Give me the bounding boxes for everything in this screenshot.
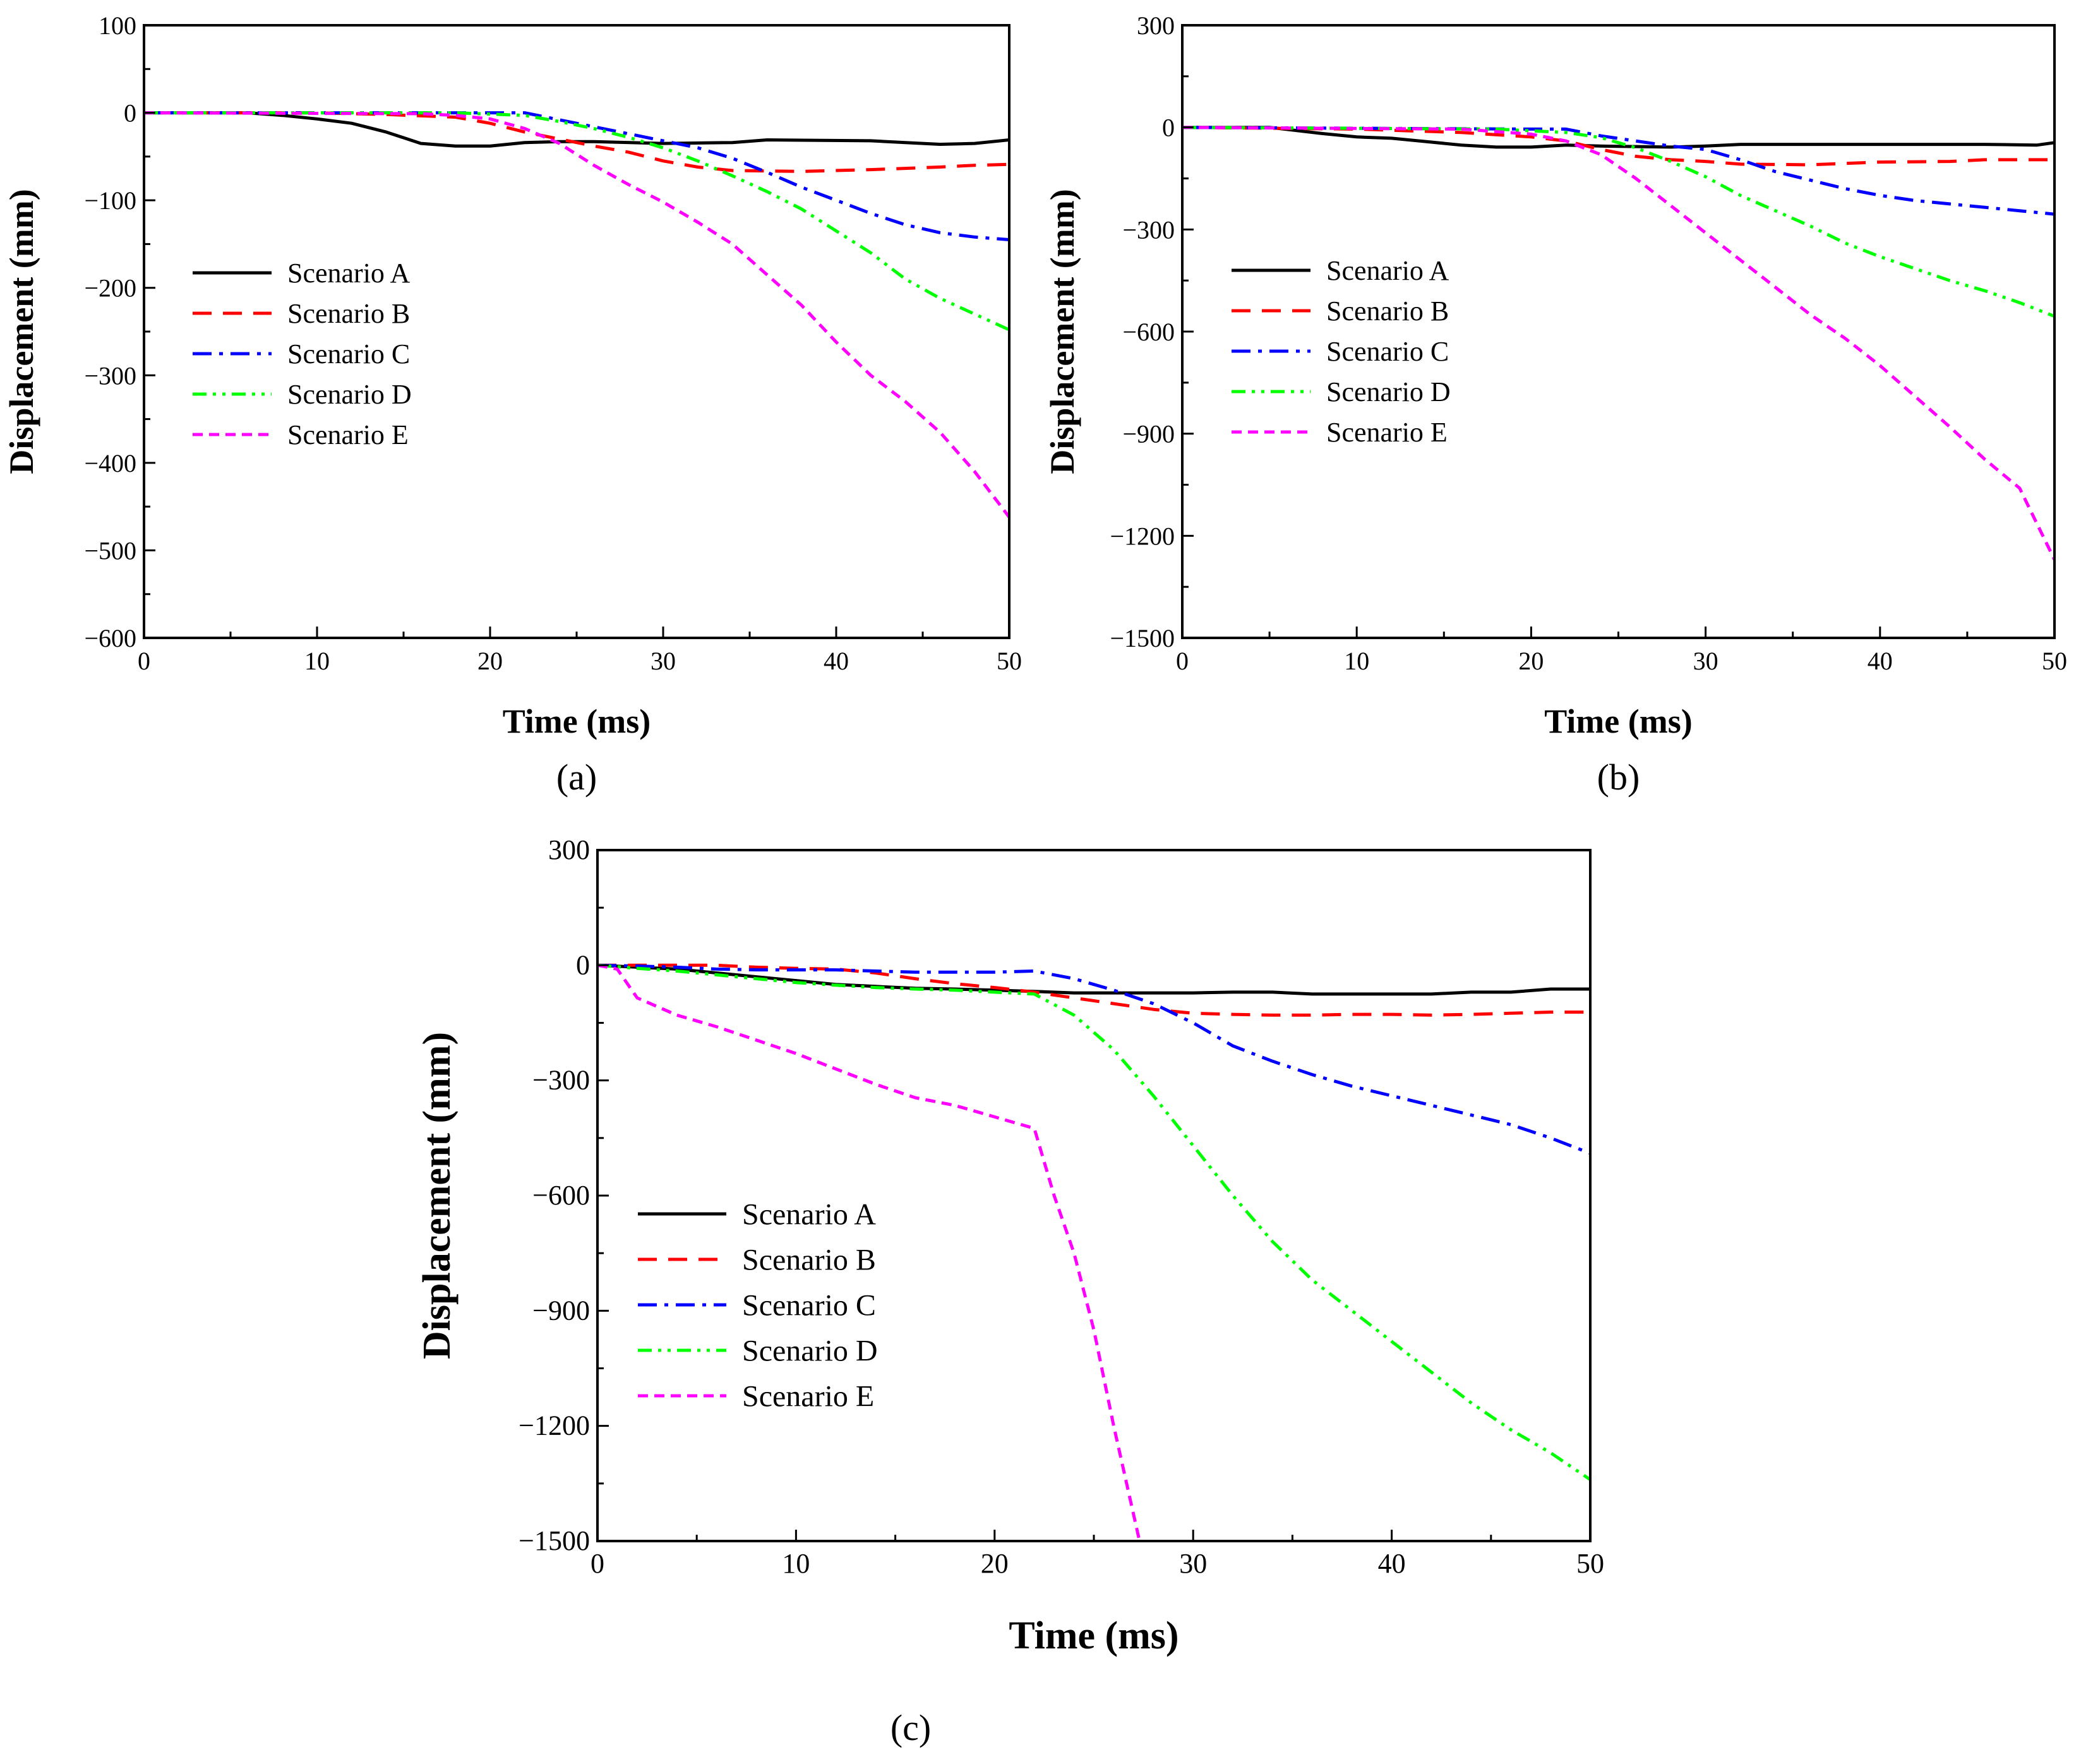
panel-label: (b) bbox=[1597, 757, 1640, 798]
y-axis-title: Displacement (mm) bbox=[1043, 189, 1081, 474]
x-tick-label: 10 bbox=[304, 647, 330, 675]
y-tick-label: −200 bbox=[84, 274, 136, 303]
x-tick-label: 50 bbox=[997, 647, 1022, 675]
legend-label: Scenario B bbox=[1326, 296, 1449, 327]
legend-label: Scenario E bbox=[1326, 417, 1448, 448]
y-tick-label: −600 bbox=[532, 1180, 590, 1211]
series-line-scenario-e bbox=[144, 111, 1009, 519]
y-tick-label: 0 bbox=[124, 99, 136, 128]
y-tick-label: −100 bbox=[84, 186, 136, 215]
y-tick-label: −900 bbox=[1122, 420, 1175, 448]
chart-panel-c: 0 10 20 30 40 50 300 0 −300 −600 −900 −1200 −1500 Tim… bbox=[416, 834, 1604, 1748]
legend-label: Scenario C bbox=[1326, 336, 1449, 367]
y-tick-label: −300 bbox=[84, 361, 136, 390]
y-tick-label: 100 bbox=[99, 11, 136, 40]
series-line-scenario-d bbox=[597, 963, 1590, 1481]
y-tick-label: −600 bbox=[1122, 318, 1175, 346]
legend-label: Scenario A bbox=[1326, 255, 1449, 286]
x-tick-label: 0 bbox=[1176, 647, 1189, 675]
series-line-scenario-c bbox=[597, 963, 1590, 1155]
series-line-scenario-e bbox=[597, 963, 1141, 1541]
legend-label: Scenario D bbox=[742, 1334, 878, 1367]
x-tick-label: 40 bbox=[1378, 1548, 1406, 1579]
legend: Scenario A Scenario B Scenario C Scenario D… bbox=[638, 1197, 878, 1413]
y-tick-label: 0 bbox=[576, 949, 590, 980]
x-tick-label: 20 bbox=[1518, 647, 1544, 675]
x-axis-title: Time (ms) bbox=[1009, 1614, 1178, 1657]
legend: Scenario A Scenario B Scenario C Scenario D… bbox=[193, 258, 412, 450]
y-tick-label: −1500 bbox=[1110, 624, 1175, 652]
y-tick-label: 300 bbox=[1137, 11, 1175, 40]
x-tick-label: 10 bbox=[1344, 647, 1369, 675]
x-axis-title: Time (ms) bbox=[1544, 702, 1692, 740]
series-line-scenario-d bbox=[144, 111, 1009, 332]
series-line-scenario-e bbox=[1182, 126, 2054, 561]
y-tick-label: −900 bbox=[532, 1295, 590, 1326]
panel-label: (a) bbox=[556, 757, 597, 798]
x-tick-label: 50 bbox=[1576, 1548, 1604, 1579]
series-line-scenario-b bbox=[144, 111, 1009, 173]
legend: Scenario A Scenario B Scenario C Scenario D… bbox=[1232, 255, 1451, 448]
chart-panel-b: 0 10 20 30 40 50 300 0 −300 −600 −900 −1200 −1500 Tim… bbox=[1043, 11, 2067, 798]
chart-panel-a: 0 10 20 30 40 50 100 0 −100 −200 −300 −400 −500 −600 T… bbox=[3, 11, 1022, 798]
x-tick-label: 0 bbox=[138, 647, 150, 675]
x-tick-label: 50 bbox=[2042, 647, 2067, 675]
y-tick-label: −300 bbox=[1122, 215, 1175, 244]
legend-label: Scenario B bbox=[742, 1243, 876, 1276]
y-axis-title: Displacement (mm) bbox=[3, 189, 40, 474]
series-line-scenario-a bbox=[597, 963, 1590, 996]
x-tick-label: 10 bbox=[782, 1548, 810, 1579]
legend-label: Scenario C bbox=[287, 339, 410, 369]
y-tick-label: −400 bbox=[84, 449, 136, 477]
legend-label: Scenario A bbox=[742, 1197, 876, 1231]
legend-label: Scenario A bbox=[287, 258, 411, 289]
y-tick-label: −300 bbox=[532, 1065, 590, 1096]
y-tick-label: −1200 bbox=[519, 1410, 590, 1441]
y-axis-title: Displacement (mm) bbox=[416, 1032, 459, 1359]
series-line-scenario-a bbox=[144, 111, 1009, 148]
legend-label: Scenario E bbox=[742, 1379, 874, 1413]
series-line-scenario-b bbox=[1182, 126, 2054, 167]
y-tick-label: −1500 bbox=[519, 1525, 590, 1556]
panel-label: (c) bbox=[891, 1707, 931, 1748]
legend-label: Scenario B bbox=[287, 298, 410, 329]
x-tick-label: 20 bbox=[477, 647, 503, 675]
series-line-scenario-c bbox=[1182, 126, 2054, 216]
x-tick-label: 30 bbox=[651, 647, 676, 675]
y-tick-label: −600 bbox=[84, 624, 136, 652]
y-tick-label: −1200 bbox=[1110, 522, 1175, 550]
x-tick-label: 40 bbox=[824, 647, 849, 675]
series-line-scenario-c bbox=[144, 111, 1009, 241]
legend-label: Scenario D bbox=[1326, 376, 1451, 407]
y-tick-label: 300 bbox=[548, 834, 590, 865]
y-tick-label: 0 bbox=[1162, 114, 1175, 142]
series-line-scenario-d bbox=[1182, 126, 2054, 318]
legend-label: Scenario D bbox=[287, 379, 412, 410]
x-tick-label: 0 bbox=[591, 1548, 604, 1579]
x-tick-label: 30 bbox=[1693, 647, 1718, 675]
y-tick-label: −500 bbox=[84, 536, 136, 565]
legend-label: Scenario E bbox=[287, 419, 409, 450]
legend-label: Scenario C bbox=[742, 1288, 876, 1322]
x-axis-title: Time (ms) bbox=[503, 702, 651, 740]
x-tick-label: 30 bbox=[1179, 1548, 1207, 1579]
series-line-scenario-a bbox=[1182, 126, 2054, 149]
x-tick-label: 20 bbox=[981, 1548, 1009, 1579]
x-tick-label: 40 bbox=[1868, 647, 1893, 675]
